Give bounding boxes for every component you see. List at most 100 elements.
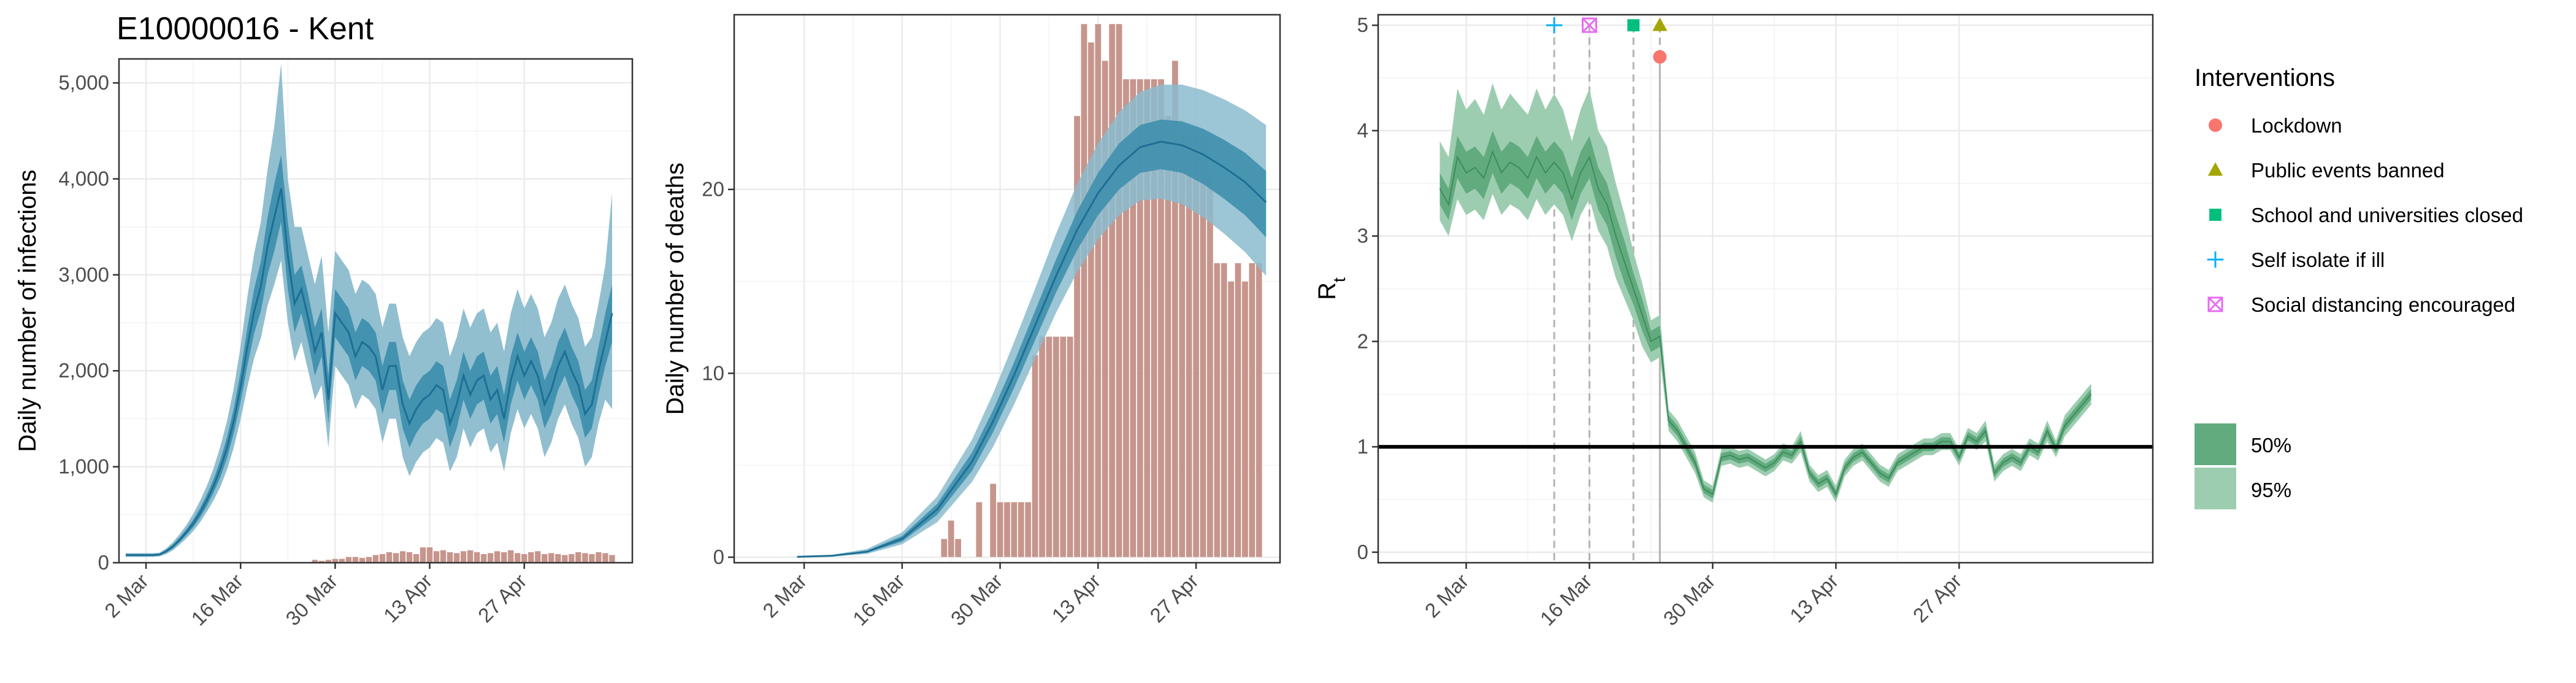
legend-item-social-distancing: Social distancing encouraged xyxy=(2207,293,2515,316)
deaths-bar xyxy=(940,538,948,558)
deaths-bar xyxy=(975,501,983,558)
deaths-plot-area xyxy=(797,23,1267,558)
y-tick-label: 3 xyxy=(1357,225,1368,247)
y-axis-title-subscript: t xyxy=(1330,277,1349,282)
legend-label-band-95: 95% xyxy=(2251,479,2291,501)
deaths-bar xyxy=(1102,60,1109,558)
deaths-bar xyxy=(582,553,588,563)
deaths-bar xyxy=(609,555,615,563)
y-tick-label: 4,000 xyxy=(58,167,109,190)
chart-title: E10000016 - Kent xyxy=(117,11,374,47)
rt-panel-border xyxy=(1377,14,2154,564)
deaths-50-band xyxy=(797,119,1267,557)
deaths-bar xyxy=(1227,281,1235,558)
deaths-bar xyxy=(508,550,514,563)
infections-panel-border xyxy=(118,58,634,564)
y-tick-label: 20 xyxy=(702,178,724,201)
deaths-bar xyxy=(481,554,487,563)
deaths-bar xyxy=(555,554,561,563)
infections-y-axis-title: Daily number of infections xyxy=(14,169,41,452)
legend-item-schools-closed: School and universities closed xyxy=(2209,204,2523,226)
deaths-bar xyxy=(1108,23,1116,558)
deaths-bar xyxy=(515,553,521,563)
deaths-bar xyxy=(535,551,541,563)
deaths-bar xyxy=(393,553,399,563)
deaths-bar xyxy=(569,554,575,563)
deaths-bar xyxy=(433,551,440,563)
rt-plot-area xyxy=(1378,25,2153,563)
y-tick-label: 4 xyxy=(1357,119,1368,142)
infections-plot-area xyxy=(126,63,615,563)
rt-median-line xyxy=(1439,150,2092,496)
deaths-bar xyxy=(494,551,500,563)
deaths-bar xyxy=(1171,60,1179,558)
deaths-bar xyxy=(1011,501,1018,558)
deaths-bar xyxy=(1143,79,1151,558)
deaths-bar xyxy=(345,557,352,563)
y-tick-label: 0 xyxy=(98,551,109,574)
y-tick-label: 5 xyxy=(1357,14,1368,36)
social-distancing-legend-key xyxy=(2207,296,2223,312)
legend-band-95: 95% xyxy=(2195,468,2291,509)
legend-marker xyxy=(2209,209,2221,221)
legend-title: Interventions xyxy=(2195,64,2335,91)
deaths-bar xyxy=(1024,501,1032,558)
deaths-bar xyxy=(426,547,433,563)
deaths-bar xyxy=(521,554,527,563)
deaths-bar xyxy=(1087,42,1095,558)
legend-label-social-distancing: Social distancing encouraged xyxy=(2251,293,2515,316)
legend-label-public-events-banned: Public events banned xyxy=(2251,159,2445,182)
deaths-y-axis-title: Daily number of deaths xyxy=(662,163,689,415)
deaths-bar xyxy=(413,554,420,563)
deaths-bar xyxy=(1046,336,1052,558)
deaths-bar xyxy=(1241,281,1249,558)
intervention-marker xyxy=(1652,17,1668,31)
deaths-bar xyxy=(379,554,386,563)
deaths-bar xyxy=(1032,355,1039,558)
deaths-bar xyxy=(1248,263,1255,558)
legend-marker xyxy=(2209,118,2222,132)
deaths-bar xyxy=(1221,263,1228,558)
y-tick-label: 1,000 xyxy=(58,455,109,478)
deaths-bar xyxy=(1073,115,1081,558)
deaths-bar xyxy=(460,551,467,563)
interventions-legend: Interventions Lockdown Public events ban… xyxy=(2195,64,2523,509)
deaths-bar xyxy=(1094,23,1102,558)
rt-50-band xyxy=(1439,130,2091,499)
legend-marker xyxy=(2207,251,2224,268)
y-tick-label: 2 xyxy=(1357,330,1368,352)
intervention-marker xyxy=(1581,17,1597,33)
y-tick-label: 2,000 xyxy=(58,359,109,382)
deaths-bar xyxy=(1255,263,1263,558)
deaths-bar xyxy=(1157,79,1165,558)
y-tick-label: 5,000 xyxy=(58,71,109,94)
deaths-panel-border xyxy=(733,14,1281,564)
deaths-bar xyxy=(440,550,447,563)
deaths-bar xyxy=(1213,263,1221,558)
deaths-bar xyxy=(1038,336,1046,558)
deaths-bar xyxy=(589,554,595,563)
deaths-bar xyxy=(453,553,460,563)
y-tick-label: 1 xyxy=(1357,435,1368,458)
deaths-bar xyxy=(386,552,393,563)
deaths-bar xyxy=(366,557,372,563)
intervention-marker xyxy=(1653,50,1667,64)
deaths-bar xyxy=(359,558,366,563)
deaths-bar xyxy=(1052,336,1060,558)
deaths-bar xyxy=(997,501,1003,558)
deaths-bar xyxy=(1122,79,1130,558)
legend-band-50: 50% xyxy=(2195,423,2291,465)
deaths-bar xyxy=(948,520,955,558)
deaths-median-line xyxy=(797,141,1267,558)
infections-median-line xyxy=(126,188,613,556)
legend-label-self-isolate: Self isolate if ill xyxy=(2251,249,2385,271)
deaths-bar xyxy=(954,538,962,558)
y-tick-label: 0 xyxy=(713,546,724,568)
deaths-bar xyxy=(1137,79,1144,558)
intervention-marker xyxy=(1546,17,1563,34)
y-tick-label: 10 xyxy=(702,361,724,384)
legend-item-public-events-banned: Public events banned xyxy=(2207,159,2445,182)
deaths-bar xyxy=(325,560,332,563)
